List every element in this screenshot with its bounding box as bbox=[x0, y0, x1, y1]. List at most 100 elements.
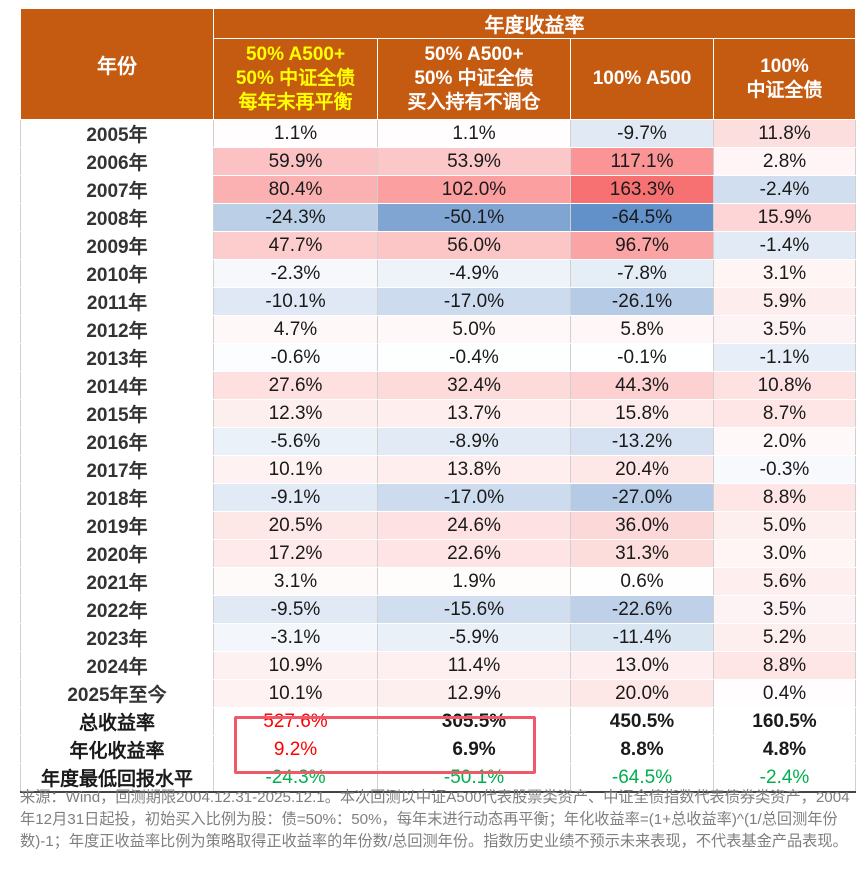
summary-label: 年度最低回报水平 bbox=[20, 763, 214, 793]
return-cell: -5.6% bbox=[213, 427, 378, 456]
return-cell: 0.4% bbox=[713, 679, 856, 708]
return-cell: 15.9% bbox=[713, 203, 856, 232]
table-row: 2007年 80.4% 102.0% 163.3% -2.4% bbox=[20, 175, 856, 204]
return-cell: -24.3% bbox=[213, 203, 378, 232]
return-cell: -15.6% bbox=[377, 595, 571, 624]
return-cell: 10.1% bbox=[213, 679, 378, 708]
return-cell: 5.0% bbox=[713, 511, 856, 540]
return-cell: -7.8% bbox=[570, 259, 714, 288]
return-cell: 12.3% bbox=[213, 399, 378, 428]
return-cell: 53.9% bbox=[377, 147, 571, 176]
year-cell: 2023年 bbox=[20, 623, 214, 652]
year-cell: 2021年 bbox=[20, 567, 214, 596]
column-header-rebalance: 50% A500+ 50% 中证全债 每年末再平衡 bbox=[213, 38, 378, 120]
return-cell: -22.6% bbox=[570, 595, 714, 624]
year-cell: 2022年 bbox=[20, 595, 214, 624]
table-row: 2006年 59.9% 53.9% 117.1% 2.8% bbox=[20, 147, 856, 176]
year-cell: 2009年 bbox=[20, 231, 214, 260]
return-cell: 10.8% bbox=[713, 371, 856, 400]
annual-returns-table: 年份 年度收益率 50% A500+ 50% 中证全债 每年末再平衡 50% A50… bbox=[20, 8, 856, 793]
return-cell: -4.9% bbox=[377, 259, 571, 288]
return-cell: 22.6% bbox=[377, 539, 571, 568]
return-cell: 13.0% bbox=[570, 651, 714, 680]
return-cell: 13.7% bbox=[377, 399, 571, 428]
return-cell: 5.2% bbox=[713, 623, 856, 652]
return-cell: 80.4% bbox=[213, 175, 378, 204]
return-cell: -17.0% bbox=[377, 287, 571, 316]
return-cell: -0.6% bbox=[213, 343, 378, 372]
table-row: 2021年 3.1% 1.9% 0.6% 5.6% bbox=[20, 567, 856, 596]
return-cell: -0.1% bbox=[570, 343, 714, 372]
column-header-line: 50% A500+ bbox=[424, 44, 524, 65]
table-body: 2005年 1.1% 1.1% -9.7% 11.8% 2006年 59.9% 53.9% 11… bbox=[20, 119, 856, 793]
summary-value: 9.2% bbox=[213, 735, 378, 764]
return-cell: -2.4% bbox=[713, 175, 856, 204]
column-header-a500: 100% A500 bbox=[570, 38, 714, 120]
return-cell: 11.4% bbox=[377, 651, 571, 680]
return-cell: 32.4% bbox=[377, 371, 571, 400]
return-cell: -0.4% bbox=[377, 343, 571, 372]
return-cell: 20.4% bbox=[570, 455, 714, 484]
return-cell: 5.0% bbox=[377, 315, 571, 344]
return-cell: -9.5% bbox=[213, 595, 378, 624]
return-cell: -1.4% bbox=[713, 231, 856, 260]
year-cell: 2012年 bbox=[20, 315, 214, 344]
return-cell: 5.8% bbox=[570, 315, 714, 344]
return-cell: -13.2% bbox=[570, 427, 714, 456]
return-cell: 117.1% bbox=[570, 147, 714, 176]
return-cell: 0.6% bbox=[570, 567, 714, 596]
table-row: 2015年 12.3% 13.7% 15.8% 8.7% bbox=[20, 399, 856, 428]
table-row: 2022年 -9.5% -15.6% -22.6% 3.5% bbox=[20, 595, 856, 624]
summary-value: 527.6% bbox=[213, 707, 378, 736]
summary-value: -2.4% bbox=[713, 763, 856, 793]
return-cell: 31.3% bbox=[570, 539, 714, 568]
table-row: 2011年 -10.1% -17.0% -26.1% 5.9% bbox=[20, 287, 856, 316]
summary-value: 450.5% bbox=[570, 707, 714, 736]
return-cell: -9.7% bbox=[570, 119, 714, 148]
column-header-line: 50% 中证全债 bbox=[414, 68, 534, 89]
summary-label: 总收益率 bbox=[20, 707, 214, 736]
return-cell: -5.9% bbox=[377, 623, 571, 652]
column-header-buy-hold: 50% A500+ 50% 中证全债 买入持有不调仓 bbox=[377, 38, 571, 120]
table-row: 2009年 47.7% 56.0% 96.7% -1.4% bbox=[20, 231, 856, 260]
return-cell: -9.1% bbox=[213, 483, 378, 512]
return-cell: -50.1% bbox=[377, 203, 571, 232]
return-cell: 102.0% bbox=[377, 175, 571, 204]
return-cell: 4.7% bbox=[213, 315, 378, 344]
table-row: 2012年 4.7% 5.0% 5.8% 3.5% bbox=[20, 315, 856, 344]
year-cell: 2015年 bbox=[20, 399, 214, 428]
source-note: 来源：Wind，回测期限2004.12.31-2025.12.1。本次回测以中证… bbox=[20, 789, 850, 850]
return-cell: 3.5% bbox=[713, 315, 856, 344]
return-cell: 10.9% bbox=[213, 651, 378, 680]
return-cell: 3.1% bbox=[713, 259, 856, 288]
column-header-line: 100% bbox=[760, 56, 809, 77]
return-cell: 3.1% bbox=[213, 567, 378, 596]
year-cell: 2018年 bbox=[20, 483, 214, 512]
return-cell: 15.8% bbox=[570, 399, 714, 428]
return-cell: 44.3% bbox=[570, 371, 714, 400]
return-cell: 163.3% bbox=[570, 175, 714, 204]
return-cell: -0.3% bbox=[713, 455, 856, 484]
return-cell: 47.7% bbox=[213, 231, 378, 260]
return-cell: 24.6% bbox=[377, 511, 571, 540]
year-cell: 2025年至今 bbox=[20, 679, 214, 708]
return-cell: 3.5% bbox=[713, 595, 856, 624]
table-row: 2010年 -2.3% -4.9% -7.8% 3.1% bbox=[20, 259, 856, 288]
column-header-line: 中证全债 bbox=[746, 80, 823, 101]
year-cell: 2010年 bbox=[20, 259, 214, 288]
return-cell: 17.2% bbox=[213, 539, 378, 568]
return-cell: 3.0% bbox=[713, 539, 856, 568]
return-cell: 2.0% bbox=[713, 427, 856, 456]
return-cell: -2.3% bbox=[213, 259, 378, 288]
column-header-line: 买入持有不调仓 bbox=[407, 92, 541, 113]
return-cell: 10.1% bbox=[213, 455, 378, 484]
table-row: 2014年 27.6% 32.4% 44.3% 10.8% bbox=[20, 371, 856, 400]
return-cell: 20.5% bbox=[213, 511, 378, 540]
year-cell: 2019年 bbox=[20, 511, 214, 540]
return-cell: -8.9% bbox=[377, 427, 571, 456]
column-header-line: 100% A500 bbox=[592, 68, 692, 89]
year-cell: 2011年 bbox=[20, 287, 214, 316]
year-cell: 2005年 bbox=[20, 119, 214, 148]
year-cell: 2024年 bbox=[20, 651, 214, 680]
table-row: 2024年 10.9% 11.4% 13.0% 8.8% bbox=[20, 651, 856, 680]
